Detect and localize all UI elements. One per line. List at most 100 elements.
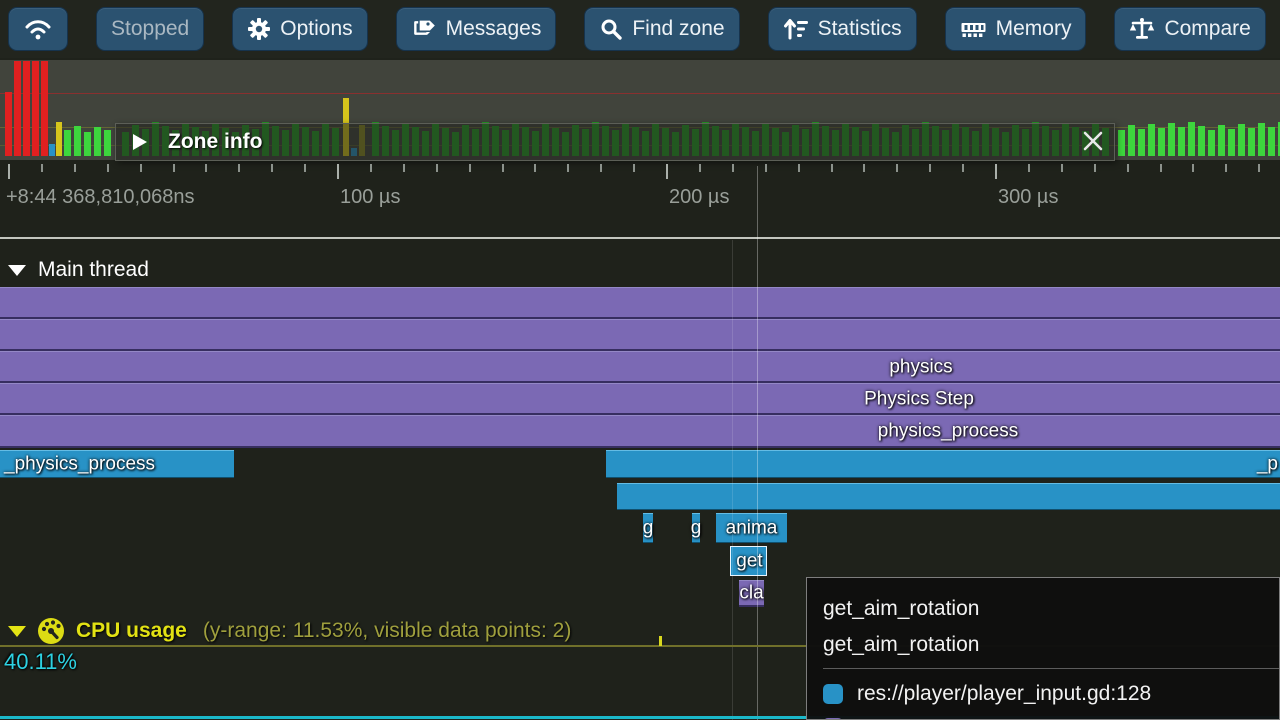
zone-get[interactable]: get: [730, 546, 767, 576]
compare-button[interactable]: Compare: [1114, 7, 1265, 51]
ruler-minor-tick: [370, 164, 372, 172]
frame-bar-green: [1238, 124, 1245, 156]
zone-purple[interactable]: [0, 287, 1280, 319]
frame-bar-green: [1188, 122, 1195, 156]
cpu-plot-header[interactable]: CPU usage (y-range: 11.53%, visible data…: [8, 616, 571, 646]
ruler-minor-tick: [74, 164, 76, 172]
frame-bar-green: [1248, 128, 1255, 156]
zone-purple[interactable]: [0, 319, 1280, 351]
ruler-major-tick: [666, 164, 668, 179]
ruler-minor-tick: [1028, 164, 1030, 172]
thread-header-main[interactable]: Main thread: [8, 258, 149, 282]
ruler-label-100us: 100 µs: [340, 186, 400, 209]
ruler-minor-tick: [633, 164, 635, 172]
frame-bar-green: [1168, 123, 1175, 156]
cpu-plot-title: CPU usage: [76, 619, 187, 643]
zone-physics_process[interactable]: physics_process: [0, 415, 1280, 448]
cpu-data-point-marker: [659, 636, 662, 646]
gear-icon: [247, 17, 271, 41]
ruler-minor-tick: [1258, 164, 1260, 172]
frame-bar-red: [32, 61, 39, 156]
frame-bar-green: [1268, 127, 1275, 156]
options-button[interactable]: Options: [232, 7, 367, 51]
frame-bar-green: [1228, 129, 1235, 156]
frame-bar-red: [5, 92, 12, 156]
ruler-minor-tick: [304, 164, 306, 172]
time-cursor-line: [732, 240, 733, 720]
zone-label: _physics_process: [4, 455, 155, 474]
ruler-minor-tick: [1225, 164, 1227, 172]
capture-state-label: Stopped: [111, 17, 189, 41]
memory-icon: [960, 17, 987, 41]
close-icon[interactable]: [1080, 128, 1106, 154]
zone-label: physics: [889, 357, 952, 376]
timeline-separator: [0, 237, 1280, 239]
zone-Physics Step[interactable]: Physics Step: [0, 383, 1280, 415]
frame-timeline[interactable]: Zone info: [0, 60, 1280, 160]
zone-info-window-titlebar[interactable]: Zone info: [115, 123, 1115, 161]
ruler-minor-tick: [436, 164, 438, 172]
connection-button[interactable]: [8, 7, 68, 51]
ruler-minor-tick: [41, 164, 43, 172]
tooltip-source-location: res://player/player_input.gd:128: [857, 682, 1151, 706]
capture-state-button[interactable]: Stopped: [96, 7, 204, 51]
frame-bar-green: [1198, 126, 1205, 156]
zone-label: physics_process: [878, 422, 1018, 441]
ruler-minor-tick: [600, 164, 602, 172]
ruler-minor-tick: [271, 164, 273, 172]
wifi-icon: [23, 16, 53, 42]
zone-anima[interactable]: anima: [716, 513, 787, 543]
tooltip-zone-name: get_aim_rotation: [823, 630, 1279, 666]
zone-physics[interactable]: physics: [0, 351, 1280, 383]
zone-g[interactable]: g: [643, 513, 653, 543]
zone-_p[interactable]: _p: [606, 450, 1280, 478]
ruler-minor-tick: [929, 164, 931, 172]
cpu-plot-meta: (y-range: 11.53%, visible data points: 2…: [203, 619, 571, 643]
thread-name: Main thread: [38, 258, 149, 282]
find-zone-label: Find zone: [632, 17, 724, 41]
ruler-minor-tick: [140, 164, 142, 172]
memory-label: Memory: [996, 17, 1072, 41]
gauge-icon: [36, 616, 66, 646]
ruler-major-tick: [337, 164, 339, 179]
ruler-minor-tick: [502, 164, 504, 172]
zone-blue[interactable]: [617, 483, 1280, 510]
zone-label: g: [643, 519, 654, 538]
ruler-label-200us: 200 µs: [669, 186, 729, 209]
zone-_physics_process[interactable]: _physics_process: [0, 450, 234, 478]
frame-limit-line-red: [0, 93, 1280, 94]
ruler-minor-tick: [765, 164, 767, 172]
tooltip-zone-name: get_aim_rotation: [823, 594, 1279, 630]
frame-bar-green: [1118, 130, 1125, 156]
memory-button[interactable]: Memory: [945, 7, 1087, 51]
ruler-minor-tick: [534, 164, 536, 172]
frame-bar-green: [74, 126, 81, 156]
cpu-max-value: 40.11%: [4, 649, 77, 675]
statistics-button[interactable]: Statistics: [768, 7, 917, 51]
ruler-minor-tick: [699, 164, 701, 172]
options-label: Options: [280, 17, 352, 41]
ruler-minor-tick: [469, 164, 471, 172]
messages-button[interactable]: Messages: [396, 7, 557, 51]
zone-label: anima: [726, 519, 778, 538]
zone-cla[interactable]: cla: [739, 580, 764, 607]
zone-label: cla: [739, 584, 763, 603]
ruler-minor-tick: [238, 164, 240, 172]
frame-bar-green: [1208, 130, 1215, 156]
zone-label: _p: [1257, 455, 1278, 474]
play-icon: [132, 133, 148, 151]
zone-label: Physics Step: [864, 389, 974, 408]
frame-bar-green: [1258, 123, 1265, 156]
ruler-minor-tick: [798, 164, 800, 172]
zone-g[interactable]: g: [692, 513, 700, 543]
frame-bar-green: [1178, 127, 1185, 156]
frame-bar-green: [64, 130, 71, 156]
frame-bar-green: [104, 130, 111, 156]
ruler-minor-tick: [1061, 164, 1063, 172]
time-cursor-line: [757, 166, 758, 720]
ruler-label-300us: 300 µs: [998, 186, 1058, 209]
ruler-minor-tick: [1160, 164, 1162, 172]
zone-tooltip: get_aim_rotation get_aim_rotation res://…: [806, 577, 1280, 720]
frame-bar-green: [1148, 124, 1155, 156]
find-zone-button[interactable]: Find zone: [584, 7, 739, 51]
